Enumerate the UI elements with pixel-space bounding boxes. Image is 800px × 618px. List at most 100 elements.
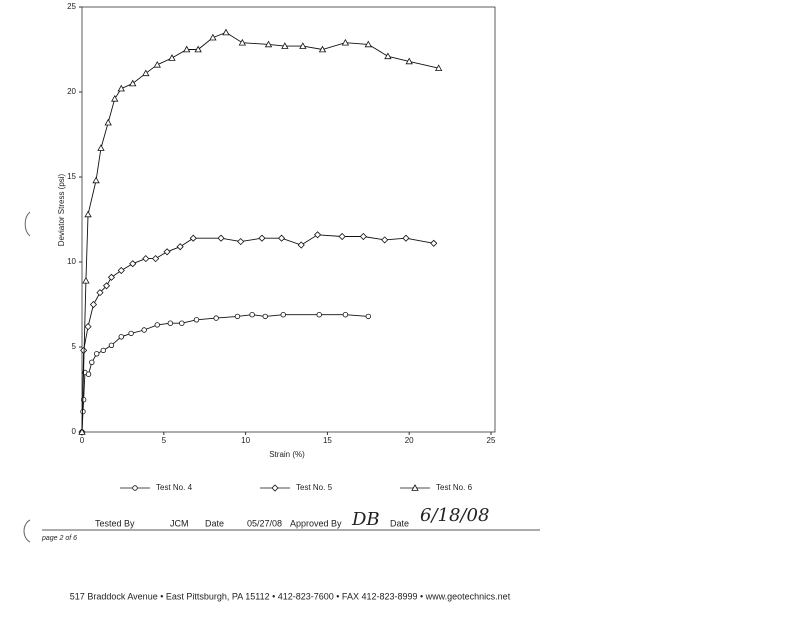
marker — [405, 57, 413, 65]
marker — [194, 45, 202, 53]
marker — [434, 64, 443, 71]
y-axis-title: Deviator Stress (psi) — [57, 173, 66, 246]
tested-by: JCM — [170, 518, 189, 528]
x-tick-label: 5 — [162, 436, 167, 445]
y-tick-label: 10 — [67, 257, 76, 266]
marker — [299, 42, 307, 49]
marker — [176, 243, 184, 251]
marker — [168, 54, 176, 61]
date-label: Date — [205, 518, 224, 528]
marker — [94, 351, 100, 357]
marker — [152, 255, 160, 263]
y-tick-label: 0 — [72, 427, 77, 436]
series — [78, 231, 438, 436]
x-axis-title: Strain (%) — [269, 450, 305, 459]
marker — [365, 313, 371, 320]
marker — [341, 38, 350, 46]
marker — [117, 84, 125, 92]
marker — [97, 144, 105, 151]
marker — [278, 234, 286, 242]
marker — [141, 327, 147, 333]
marker — [163, 248, 171, 256]
marker — [78, 428, 86, 435]
marker — [85, 371, 92, 377]
series-line — [81, 31, 439, 433]
marker — [102, 282, 111, 290]
marker — [384, 52, 392, 60]
marker — [89, 300, 98, 309]
marker — [271, 484, 279, 492]
y-tick-label: 20 — [67, 87, 76, 96]
marker — [167, 320, 174, 326]
x-tick-label: 25 — [487, 436, 496, 445]
page-number: page 2 of 6 — [41, 535, 77, 542]
marker — [100, 347, 106, 354]
legend-label: Test No. 4 — [156, 483, 193, 492]
x-tick-label: 10 — [241, 436, 250, 445]
marker — [142, 69, 150, 77]
marker — [129, 79, 137, 87]
marker — [264, 40, 273, 48]
approved-date-label: Date — [390, 518, 409, 528]
marker — [258, 234, 266, 242]
marker — [249, 312, 255, 318]
marker — [314, 231, 322, 239]
tested-by-label: Tested By — [95, 518, 135, 528]
marker — [217, 234, 225, 242]
date: 05/27/08 — [247, 518, 282, 528]
marker — [111, 94, 119, 102]
legend-label: Test No. 5 — [296, 483, 333, 492]
marker — [189, 234, 197, 242]
marker — [154, 322, 160, 328]
marker — [117, 266, 125, 275]
marker — [342, 312, 349, 318]
marker — [237, 238, 245, 246]
x-tick-label: 20 — [405, 436, 414, 445]
marker — [402, 234, 410, 242]
punch-hole — [23, 519, 31, 543]
series — [78, 28, 443, 435]
marker — [179, 320, 185, 326]
marker — [318, 45, 327, 53]
marker — [280, 312, 286, 318]
marker — [82, 276, 90, 284]
plot-frame — [81, 6, 496, 433]
marker — [118, 334, 124, 340]
marker — [234, 313, 241, 320]
marker — [213, 315, 219, 321]
x-tick-label: 0 — [80, 436, 85, 445]
marker — [89, 359, 95, 365]
marker — [430, 239, 438, 247]
marker — [142, 255, 150, 263]
approved-by: DB — [351, 509, 380, 530]
approved-by-label: Approved By — [290, 518, 342, 528]
marker — [153, 60, 161, 68]
marker — [84, 210, 92, 218]
marker — [92, 176, 100, 184]
series — [79, 312, 371, 435]
marker — [359, 232, 367, 241]
marker — [316, 312, 322, 318]
marker — [209, 33, 217, 41]
marker — [238, 38, 247, 46]
y-tick-label: 25 — [67, 2, 76, 11]
x-tick-label: 15 — [323, 436, 332, 445]
marker — [411, 484, 419, 491]
legend-label: Test No. 6 — [436, 483, 473, 492]
legend-entry: Test No. 6 — [400, 483, 473, 492]
marker — [128, 330, 134, 337]
marker — [338, 232, 346, 241]
marker — [108, 342, 115, 348]
marker — [96, 289, 104, 297]
footer-address: 517 Braddock Avenue • East Pittsburgh, P… — [70, 591, 511, 601]
legend-entry: Test No. 5 — [260, 483, 333, 492]
marker — [262, 313, 268, 320]
marker — [132, 485, 138, 491]
legend-entry: Test No. 4 — [120, 483, 193, 492]
marker — [183, 45, 191, 53]
marker — [364, 40, 372, 48]
marker — [129, 260, 137, 268]
marker — [222, 28, 230, 36]
y-tick-label: 5 — [72, 342, 77, 351]
